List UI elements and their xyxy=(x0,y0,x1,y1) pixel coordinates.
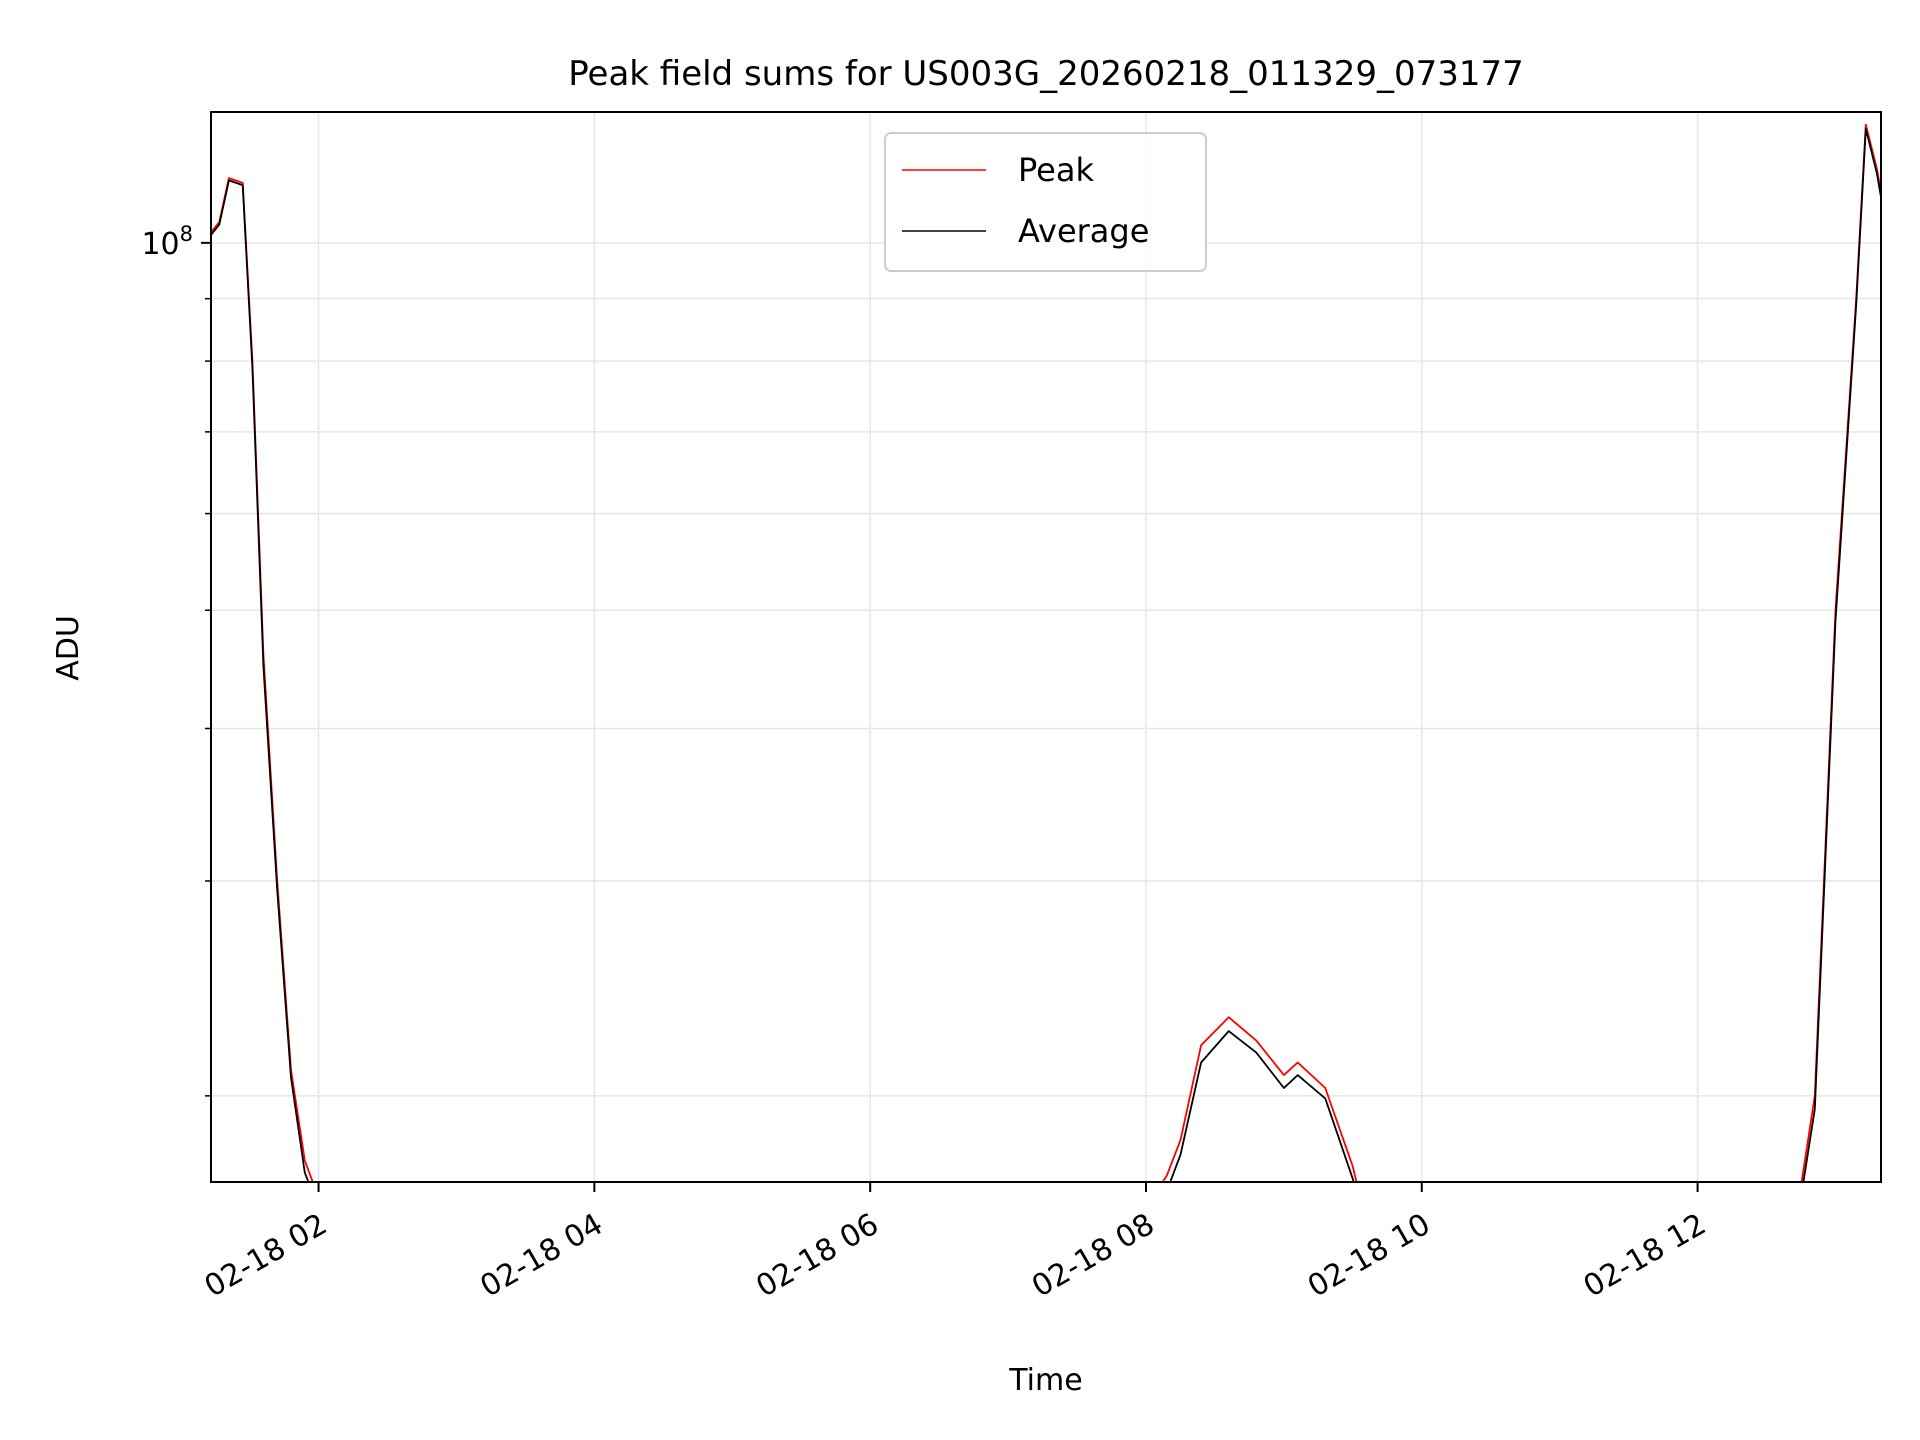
legend-box xyxy=(884,132,1207,272)
legend: Peak Average xyxy=(884,132,1207,272)
y-tick-label: 108 xyxy=(141,222,193,262)
chart-title: Peak field sums for US003G_20260218_0113… xyxy=(568,54,1524,94)
legend-average-label: Average xyxy=(1018,212,1149,250)
axes-frame xyxy=(210,111,1882,1183)
x-axis-label: Time xyxy=(1008,1363,1082,1398)
y-axis-label: ADU xyxy=(51,615,86,681)
legend-peak-label: Peak xyxy=(1018,151,1094,189)
